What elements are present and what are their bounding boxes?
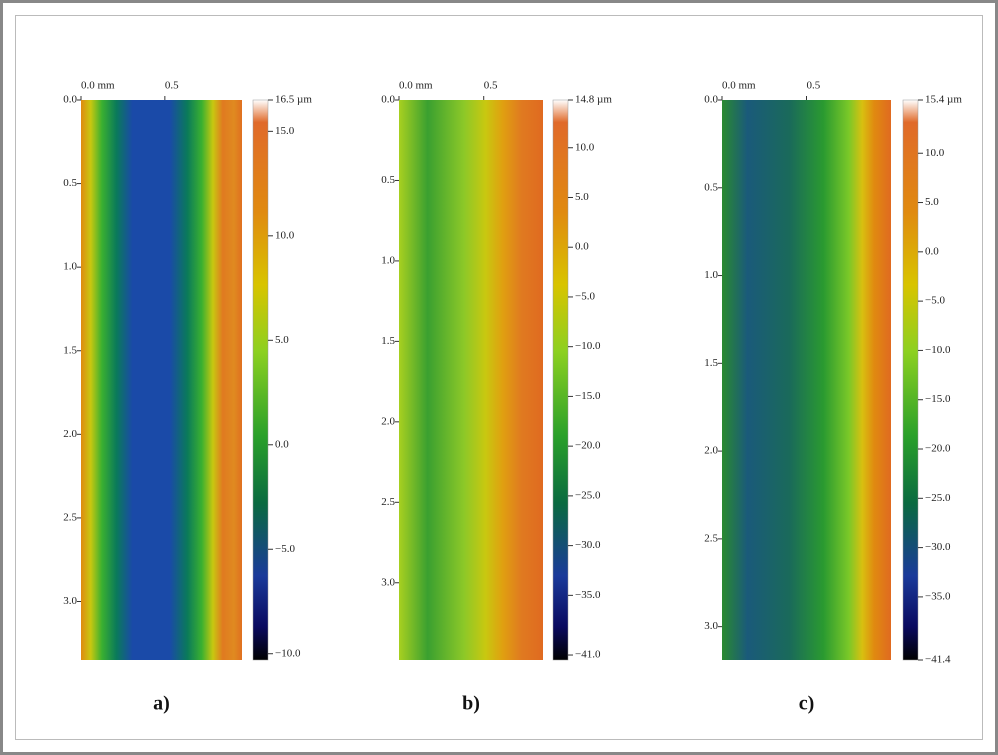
panel-label: a): [153, 693, 170, 715]
y-tick-label: 2.5: [381, 496, 395, 508]
x-tick-label: 0.5: [165, 80, 179, 92]
y-tick-label: 0.5: [63, 177, 77, 189]
y-tick-label: 2.5: [704, 532, 718, 544]
y-tick-label: 1.0: [63, 261, 77, 273]
y-tick-label: 3.0: [63, 595, 77, 607]
colorbar-tick-label: −5.0: [275, 543, 295, 555]
panels: 0.0 mm 0.5 0.0 0.5 1.0 1.5 2.0 2.5 3.0 16.5 µm 15.…: [63, 80, 962, 715]
y-tick-label: 0.5: [704, 181, 718, 193]
colorbar-tick-label: −10.0: [275, 647, 301, 659]
colorbar-tick-label: 15.0: [275, 125, 295, 137]
colorbar-tick-label: −41.4: [925, 654, 951, 666]
x-tick-label: 0.0 mm: [722, 80, 756, 92]
y-tick-label: 1.0: [704, 269, 718, 281]
colorbar-tick-label: 10.0: [925, 147, 945, 159]
colorbar-tick-label: −20.0: [925, 443, 951, 455]
y-tick-label: 3.0: [704, 620, 718, 632]
colorbar-tick-label: −15.0: [575, 390, 601, 402]
colorbar-tick-label: −25.0: [575, 489, 601, 501]
height-map: [722, 100, 891, 660]
colorbar: [252, 99, 269, 661]
colorbar-tick-label: 16.5 µm: [275, 94, 312, 106]
colorbar: [902, 99, 919, 661]
y-tick-label: 0.0: [381, 94, 395, 106]
y-tick-label: 2.0: [704, 445, 718, 457]
y-tick-label: 1.5: [704, 357, 718, 369]
y-tick-label: 0.0: [704, 94, 718, 106]
colorbar-tick-label: −10.0: [925, 344, 951, 356]
panel: 0.0 mm 0.5 0.0 0.5 1.0 1.5 2.0 2.5 3.0 16.5 µm 15.…: [63, 80, 312, 715]
y-tick-label: 3.0: [381, 576, 395, 588]
panel-label: b): [462, 693, 480, 715]
y-tick-label: 0.0: [63, 94, 77, 106]
colorbar-tick-label: −35.0: [925, 590, 951, 602]
y-tick-label: 1.5: [63, 344, 77, 356]
x-tick-label: 0.5: [484, 80, 498, 92]
colorbar-tick-label: −10.0: [575, 340, 601, 352]
colorbar-tick-label: 10.0: [575, 141, 595, 153]
height-map: [81, 100, 242, 660]
colorbar-tick-label: 0.0: [275, 438, 289, 450]
colorbar-tick-label: −15.0: [925, 393, 951, 405]
colorbar-tick-label: −30.0: [575, 539, 601, 551]
x-tick-label: 0.0 mm: [399, 80, 433, 92]
y-tick-label: 1.0: [381, 254, 395, 266]
x-tick-label: 0.5: [807, 80, 821, 92]
panel: 0.0 mm 0.5 0.0 0.5 1.0 1.5 2.0 2.5 3.0 15.4 µm 10.…: [704, 80, 962, 715]
colorbar-tick-label: −5.0: [575, 290, 595, 302]
colorbar-tick-label: 15.4 µm: [925, 94, 962, 106]
colorbar-tick-label: −41.0: [575, 649, 601, 661]
colorbar-tick-label: −5.0: [925, 295, 945, 307]
colorbar-tick-label: 0.0: [925, 245, 939, 257]
y-tick-label: 0.5: [381, 174, 395, 186]
panel-label: c): [799, 693, 815, 715]
colorbar-tick-label: 0.0: [575, 241, 589, 253]
height-map: [399, 100, 543, 660]
colorbar-tick-label: −30.0: [925, 541, 951, 553]
y-tick-label: 2.0: [63, 428, 77, 440]
y-tick-label: 2.0: [381, 415, 395, 427]
colorbar-tick-label: −20.0: [575, 440, 601, 452]
y-tick-label: 1.5: [381, 335, 395, 347]
colorbar-tick-label: 5.0: [275, 334, 289, 346]
colorbar-tick-label: 5.0: [925, 196, 939, 208]
colorbar: [552, 99, 569, 661]
colorbar-tick-label: −35.0: [575, 589, 601, 601]
colorbar-tick-label: 14.8 µm: [575, 94, 612, 106]
x-tick-label: 0.0 mm: [81, 80, 115, 92]
colorbar-tick-label: 5.0: [575, 191, 589, 203]
colorbar-tick-label: 10.0: [275, 229, 295, 241]
panel: 0.0 mm 0.5 0.0 0.5 1.0 1.5 2.0 2.5 3.0 14.8 µm 10.…: [381, 80, 612, 715]
inner-frame: [15, 15, 983, 740]
y-tick-label: 2.5: [63, 511, 77, 523]
colorbar-tick-label: −25.0: [925, 492, 951, 504]
